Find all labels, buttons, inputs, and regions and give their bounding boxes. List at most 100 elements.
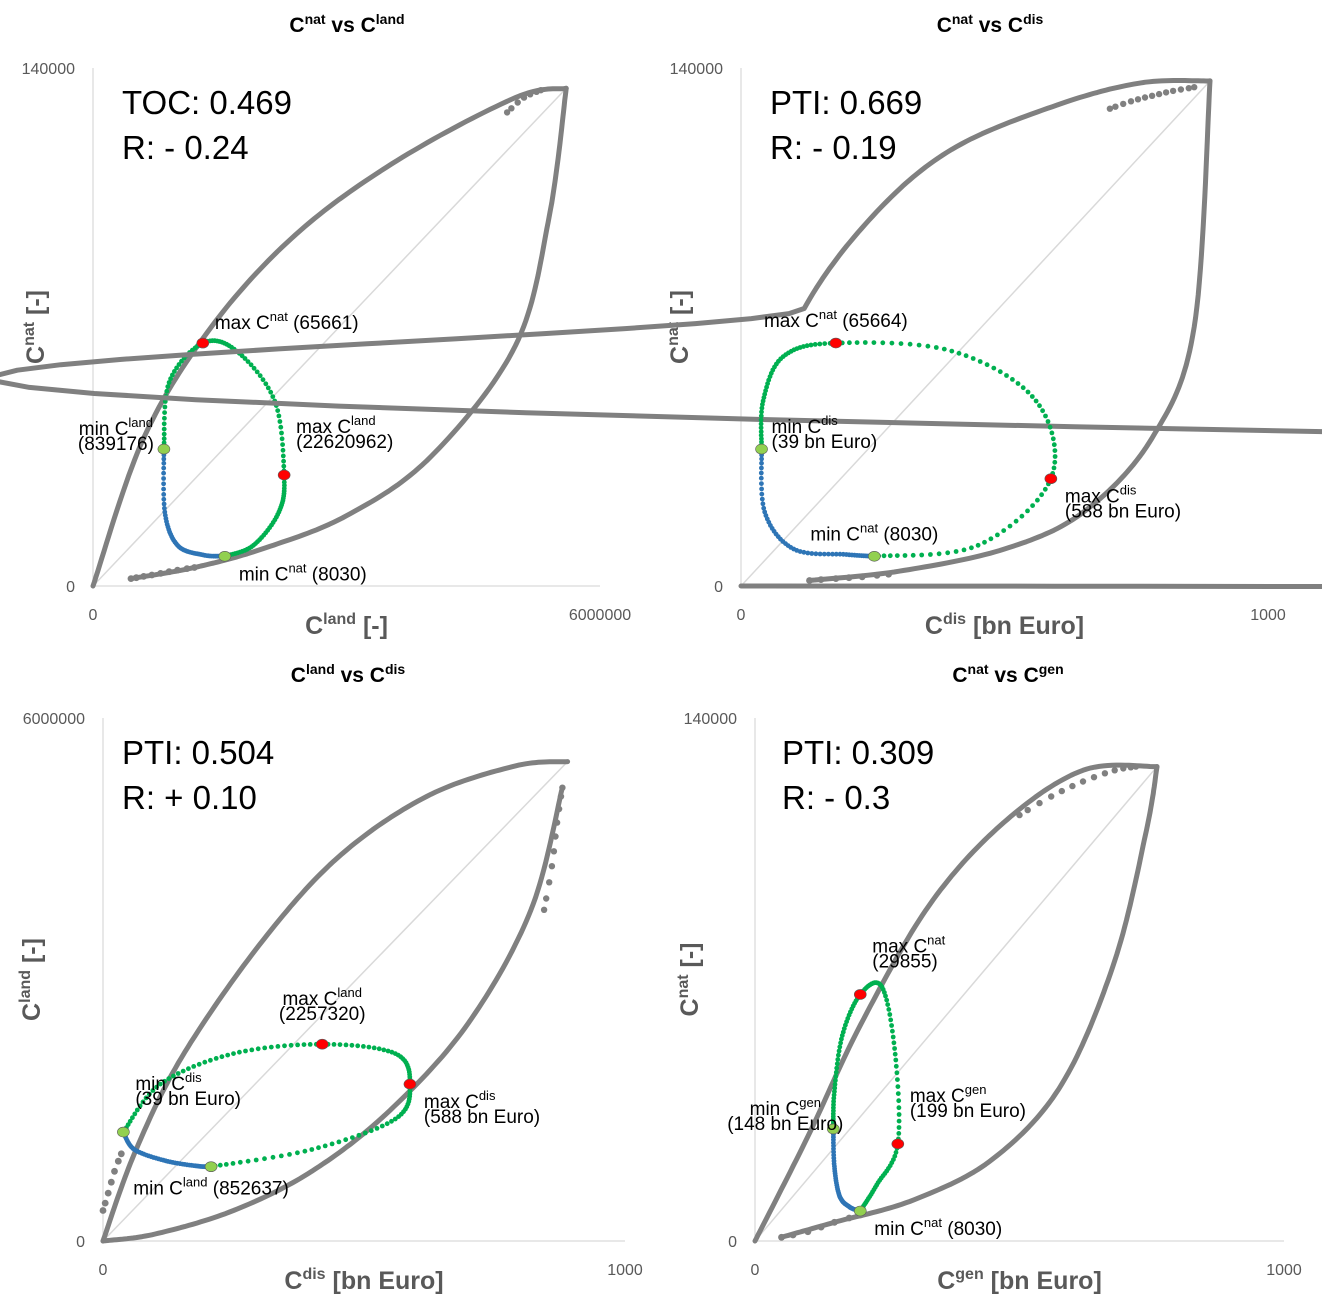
upper-path-point	[834, 1065, 840, 1071]
lower-path-point	[826, 551, 831, 557]
upper-path-point	[260, 377, 266, 383]
diagonal-reference-line	[102, 761, 569, 1242]
upper-path-point	[301, 1042, 307, 1047]
upper-path-point	[270, 394, 276, 399]
max-marker	[853, 989, 867, 1000]
x-tick-label: 0	[99, 1262, 108, 1279]
upper-path-point	[886, 1007, 892, 1012]
diagonal-reference-line	[740, 80, 1211, 587]
upper-path-point	[1040, 408, 1045, 414]
upper-path-point	[287, 1152, 292, 1157]
point-annotation: max Cnat (65661)	[215, 309, 359, 334]
upper-path-point	[280, 447, 286, 453]
upper-path-point	[837, 1044, 843, 1050]
upper-envelope-point	[1177, 86, 1185, 93]
upper-path-point	[263, 381, 269, 387]
lower-envelope-point	[104, 1189, 112, 1197]
upper-envelope-point	[1134, 96, 1142, 103]
max-marker	[196, 337, 210, 349]
upper-path-point	[1050, 436, 1056, 442]
upper-envelope-point	[1127, 764, 1135, 771]
lower-envelope-point	[127, 575, 135, 582]
lower-envelope-series	[100, 785, 565, 1244]
upper-path-point	[1052, 448, 1058, 453]
upper-path-point	[1004, 373, 1009, 378]
upper-path-point	[147, 1091, 152, 1097]
upper-path-point	[168, 376, 174, 382]
lower-path-point	[161, 476, 167, 481]
lower-envelope-point	[817, 576, 825, 583]
upper-path-point	[223, 1162, 229, 1167]
upper-path-point	[279, 430, 284, 436]
upper-path-point	[862, 340, 868, 345]
upper-path-point	[316, 1145, 321, 1151]
upper-path-point	[158, 1081, 163, 1087]
upper-path-point	[832, 1082, 838, 1087]
lower-path-point	[760, 501, 766, 507]
lower-path-point	[759, 460, 764, 466]
upper-envelope-point	[527, 91, 534, 98]
upper-path-point	[871, 340, 877, 345]
upper-path-point	[262, 1045, 268, 1051]
lower-envelope-point	[873, 571, 881, 579]
upper-path-point	[758, 425, 764, 431]
upper-path-point	[1037, 403, 1042, 409]
lower-envelope-point	[157, 570, 165, 577]
diagonal-reference-line	[92, 87, 567, 587]
upper-path-point	[237, 1049, 242, 1055]
upper-path-point	[907, 341, 913, 347]
upper-path-point	[919, 552, 925, 558]
upper-path-point	[336, 1139, 342, 1145]
upper-path-point	[1013, 518, 1019, 524]
upper-path-point	[963, 353, 969, 359]
lower-envelope-point	[107, 1178, 115, 1186]
min-marker	[755, 443, 768, 455]
upper-path-point	[249, 1047, 255, 1053]
upper-path-point	[817, 341, 823, 347]
upper-path-point	[230, 1161, 236, 1166]
lower-path-point	[162, 505, 167, 511]
chart-title: Cnat vs Cland	[289, 11, 404, 37]
upper-path-point	[1015, 381, 1021, 386]
upper-path-point	[977, 359, 983, 364]
lower-path-point	[161, 492, 167, 497]
stat-text: R: - 0.24	[122, 129, 249, 166]
stat-text: R: - 0.3	[782, 779, 890, 816]
x-axis-label: Cgen [bn Euro]	[937, 1266, 1102, 1295]
upper-path-point	[896, 1131, 902, 1136]
lower-envelope-point	[101, 1199, 109, 1207]
lower-path-point	[161, 496, 167, 502]
upper-path-point	[161, 431, 167, 437]
upper-path-point	[356, 1132, 362, 1138]
lower-envelope-series	[779, 764, 1160, 1240]
upper-envelope-point	[1148, 92, 1156, 100]
lower-path-point	[759, 465, 764, 471]
upper-path-point	[379, 1123, 385, 1129]
upper-path-point	[893, 1057, 899, 1063]
upper-path-point	[961, 547, 967, 553]
upper-path-point	[281, 463, 287, 469]
upper-envelope-point	[1069, 782, 1076, 790]
x-axis-label: Cdis [bn Euro]	[284, 1266, 443, 1295]
upper-path-point	[176, 362, 182, 367]
upper-path-point	[928, 552, 933, 557]
upper-path-point	[161, 426, 167, 432]
upper-path-point	[881, 553, 887, 559]
upper-path-point	[278, 424, 284, 430]
upper-path-point	[1001, 528, 1007, 533]
upper-path-point	[758, 429, 764, 435]
point-annotation: max Cdis (588 bn Euro)	[1065, 483, 1181, 523]
y-tick-label: 140000	[684, 711, 737, 728]
lower-path-point	[805, 550, 811, 556]
upper-envelope-point	[1155, 90, 1163, 98]
chart-title: Cnat vs Cgen	[952, 661, 1063, 687]
upper-path-point	[984, 362, 990, 368]
upper-path-point	[251, 365, 257, 371]
upper-path-point	[896, 1125, 902, 1130]
upper-path-point	[295, 1150, 300, 1156]
upper-path-point	[1051, 465, 1057, 471]
point-annotation: max Cnat (65664)	[764, 307, 908, 332]
upper-path-point	[916, 342, 922, 348]
upper-envelope-point	[1111, 767, 1118, 774]
upper-path-point	[758, 432, 764, 438]
